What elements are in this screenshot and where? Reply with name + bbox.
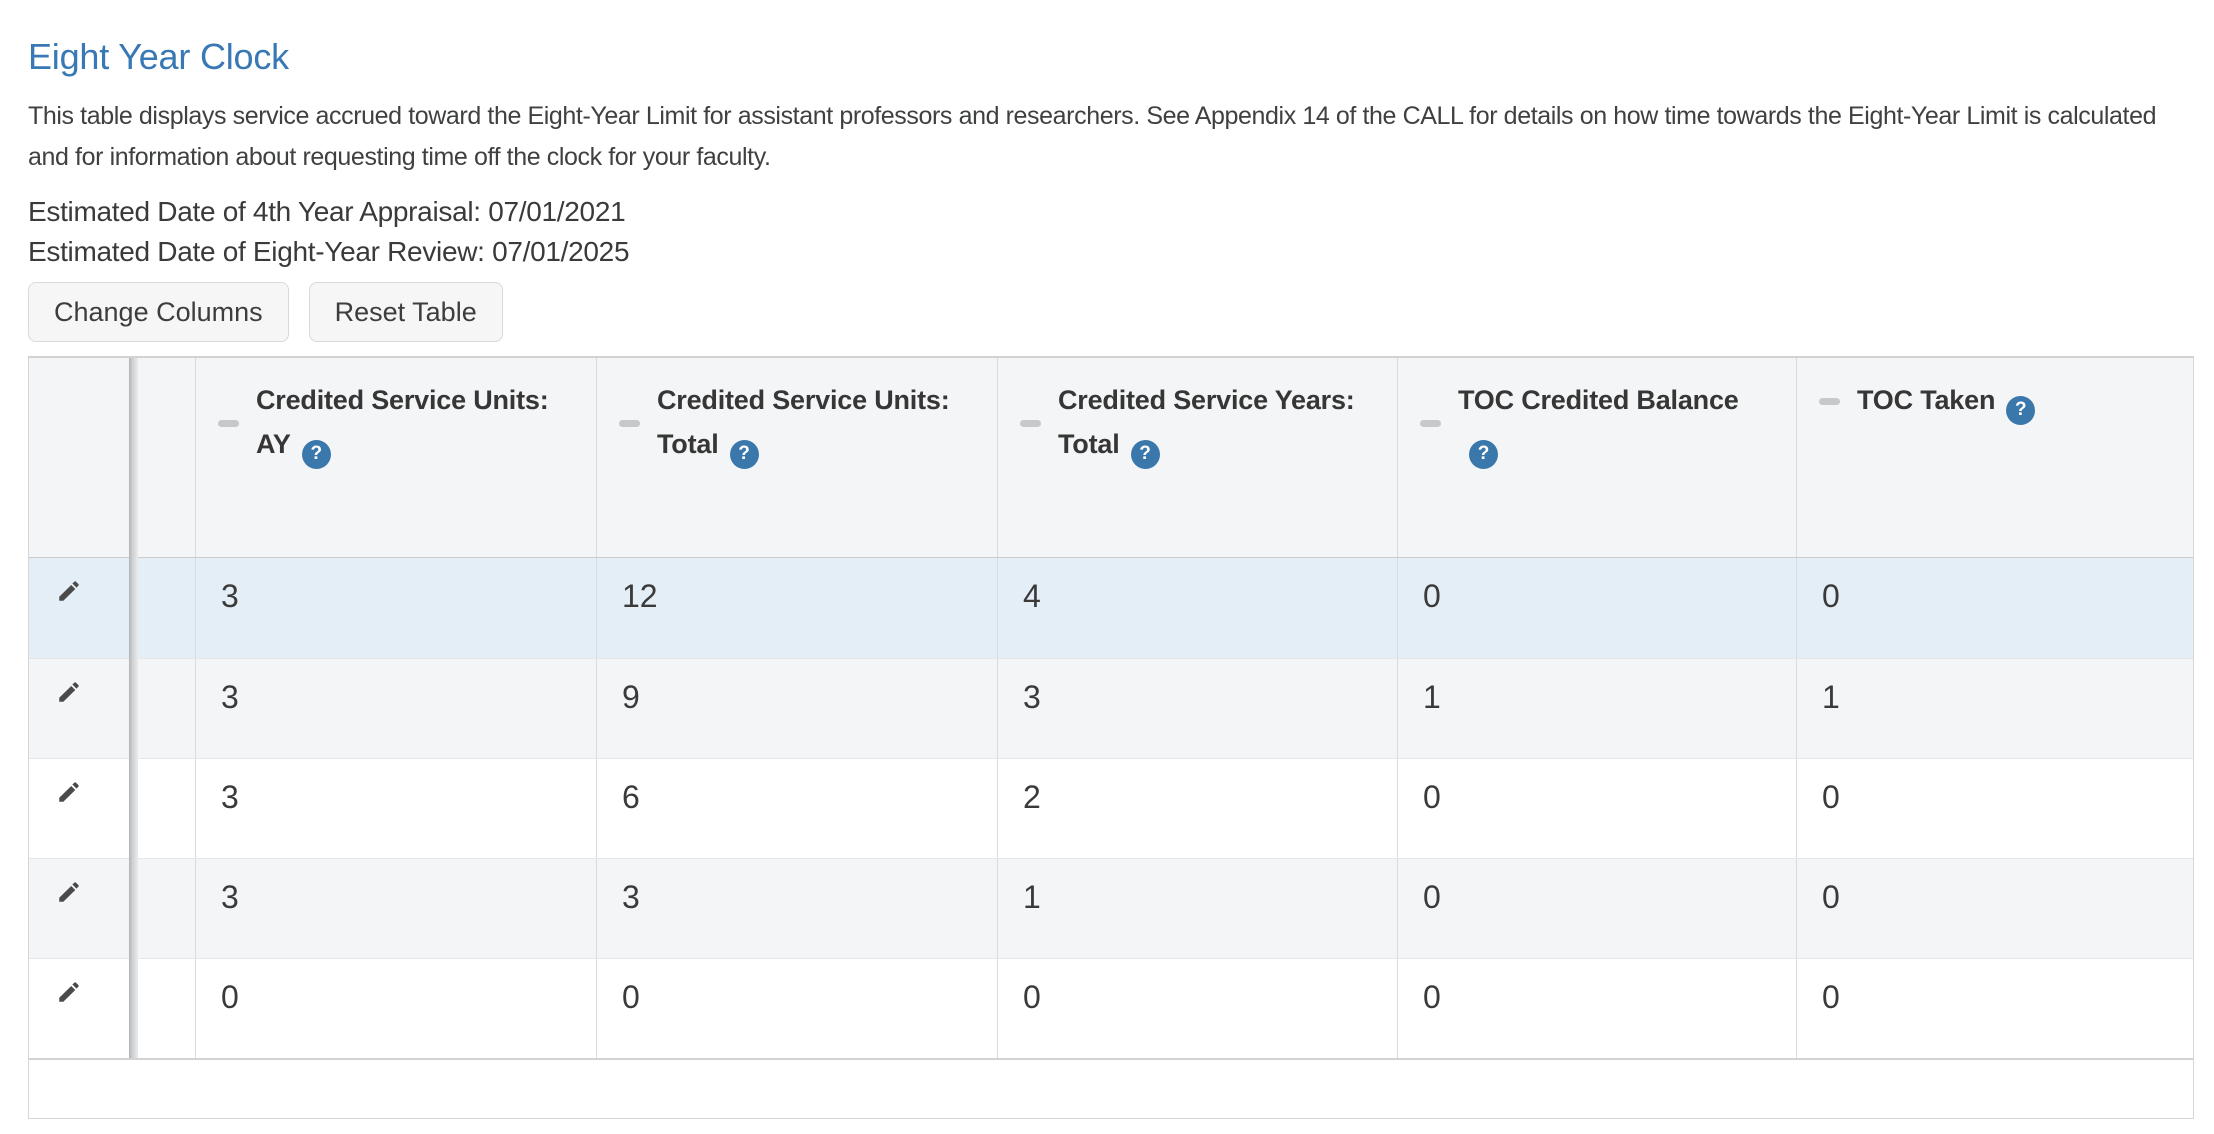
column-label: Credited Service Units: Total xyxy=(657,385,950,459)
edit-row-button[interactable] xyxy=(56,578,82,604)
cell-credited-service-units-total: 0 xyxy=(596,959,997,1058)
pencil-icon xyxy=(59,682,79,702)
column-label: Credited Service Units: AY xyxy=(256,385,549,459)
help-icon[interactable]: ? xyxy=(1469,439,1498,469)
cell-credited-service-units-total: 6 xyxy=(596,759,997,858)
row-spacer-cell xyxy=(138,659,195,758)
row-spacer-cell xyxy=(138,859,195,958)
row-edit-cell xyxy=(29,959,138,1058)
column-drag-handle-icon[interactable] xyxy=(1020,419,1041,427)
table-header-row: Credited Service Units: AY? Credited Ser… xyxy=(29,358,2193,558)
table-row[interactable]: 3 9 3 1 1 xyxy=(29,658,2193,758)
table-row[interactable]: 3 3 1 0 0 xyxy=(29,858,2193,958)
table-row[interactable]: 3 6 2 0 0 xyxy=(29,758,2193,858)
estimate-eight-year-review: Estimated Date of Eight-Year Review: 07/… xyxy=(28,236,630,267)
column-header-credited-service-units-ay: Credited Service Units: AY? xyxy=(195,358,596,557)
cell-credited-service-units-ay: 3 xyxy=(195,859,596,958)
estimated-dates: Estimated Date of 4th Year Appraisal: 07… xyxy=(28,192,2214,272)
header-edit-column xyxy=(29,358,138,557)
help-icon[interactable]: ? xyxy=(1130,439,1160,469)
table-row[interactable]: 3 12 4 0 0 xyxy=(29,558,2193,658)
edit-row-button[interactable] xyxy=(56,879,82,905)
column-header-credited-service-units-total: Credited Service Units: Total? xyxy=(596,358,997,557)
help-icon[interactable]: ? xyxy=(2006,395,2036,425)
table-footer xyxy=(29,1058,2193,1118)
help-icon[interactable]: ? xyxy=(729,439,759,469)
edit-row-button[interactable] xyxy=(56,679,82,705)
cell-toc-credited-balance: 0 xyxy=(1397,558,1796,658)
cell-credited-service-years-total: 2 xyxy=(997,759,1397,858)
cell-credited-service-units-ay: 3 xyxy=(195,558,596,658)
row-spacer-cell xyxy=(138,558,195,658)
page-title: Eight Year Clock xyxy=(28,36,289,77)
eight-year-clock-page: Eight Year Clock This table displays ser… xyxy=(0,34,2214,1119)
row-edit-cell xyxy=(29,659,138,758)
cell-credited-service-years-total: 4 xyxy=(997,558,1397,658)
cell-toc-taken: 0 xyxy=(1796,859,2193,958)
cell-toc-credited-balance: 0 xyxy=(1397,959,1796,1058)
column-drag-handle-icon[interactable] xyxy=(218,419,239,427)
cell-credited-service-years-total: 1 xyxy=(997,859,1397,958)
cell-credited-service-units-total: 9 xyxy=(596,659,997,758)
edit-row-button[interactable] xyxy=(56,979,82,1005)
cell-toc-taken: 0 xyxy=(1796,558,2193,658)
pencil-icon xyxy=(59,882,79,902)
cell-toc-credited-balance: 0 xyxy=(1397,759,1796,858)
column-label: Credited Service Years: Total xyxy=(1058,385,1355,459)
cell-credited-service-years-total: 0 xyxy=(997,959,1397,1058)
eight-year-clock-table: Credited Service Units: AY? Credited Ser… xyxy=(28,356,2194,1119)
cell-credited-service-units-ay: 3 xyxy=(195,759,596,858)
cell-toc-taken: 0 xyxy=(1796,759,2193,858)
cell-toc-credited-balance: 0 xyxy=(1397,859,1796,958)
row-edit-cell xyxy=(29,759,138,858)
cell-credited-service-units-total: 12 xyxy=(596,558,997,658)
table-description: This table displays service accrued towa… xyxy=(28,102,2157,171)
column-drag-handle-icon[interactable] xyxy=(1819,397,1840,405)
change-columns-button[interactable]: Change Columns xyxy=(28,282,289,342)
cell-toc-credited-balance: 1 xyxy=(1397,659,1796,758)
cell-credited-service-units-ay: 0 xyxy=(195,959,596,1058)
column-header-toc-taken: TOC Taken? xyxy=(1796,358,2193,557)
edit-row-button[interactable] xyxy=(56,779,82,805)
column-header-credited-service-years-total: Credited Service Years: Total? xyxy=(997,358,1397,557)
row-edit-cell xyxy=(29,558,138,658)
row-edit-cell xyxy=(29,859,138,958)
cell-credited-service-units-total: 3 xyxy=(596,859,997,958)
header-spacer-column xyxy=(138,358,195,557)
column-label: TOC Taken xyxy=(1857,385,1996,415)
help-icon[interactable]: ? xyxy=(301,439,331,469)
frozen-column-divider[interactable] xyxy=(129,358,138,1058)
column-drag-handle-icon[interactable] xyxy=(619,419,640,427)
pencil-icon xyxy=(59,982,79,1002)
cell-credited-service-years-total: 3 xyxy=(997,659,1397,758)
pencil-icon xyxy=(59,782,79,802)
table-row[interactable]: 0 0 0 0 0 xyxy=(29,958,2193,1058)
row-spacer-cell xyxy=(138,759,195,858)
estimate-4th-year-appraisal: Estimated Date of 4th Year Appraisal: 07… xyxy=(28,196,626,227)
column-label: TOC Credited Balance xyxy=(1458,385,1739,415)
column-header-toc-credited-balance: TOC Credited Balance? xyxy=(1397,358,1796,557)
pencil-icon xyxy=(59,581,79,601)
cell-credited-service-units-ay: 3 xyxy=(195,659,596,758)
reset-table-button[interactable]: Reset Table xyxy=(308,282,503,342)
cell-toc-taken: 0 xyxy=(1796,959,2193,1058)
table-toolbar: Change Columns Reset Table xyxy=(28,282,2214,342)
column-drag-handle-icon[interactable] xyxy=(1420,419,1441,427)
cell-toc-taken: 1 xyxy=(1796,659,2193,758)
row-spacer-cell xyxy=(138,959,195,1058)
